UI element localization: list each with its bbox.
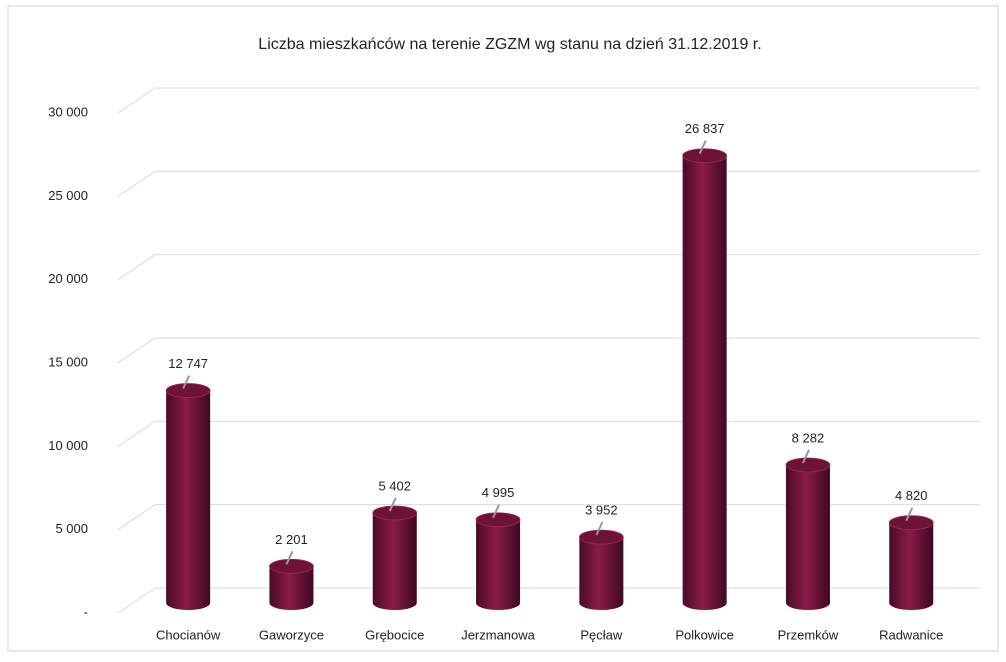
- label-leader: [905, 507, 914, 522]
- x-tick-label: Gaworzyce: [259, 627, 324, 642]
- bar-top: [475, 512, 521, 528]
- bar: [682, 148, 728, 610]
- bar: [578, 529, 624, 610]
- value-label: 12 747: [168, 356, 208, 371]
- label-leader: [698, 140, 707, 155]
- x-tick-label: Grębocice: [365, 627, 424, 642]
- value-label: 5 402: [378, 478, 411, 493]
- bar-body: [785, 464, 830, 610]
- bar-top: [682, 148, 728, 164]
- x-tick-label: Polkowice: [675, 627, 734, 642]
- label-leader: [285, 550, 294, 565]
- bar-body: [682, 155, 727, 610]
- value-label: 4 995: [482, 485, 515, 500]
- bar: [165, 383, 211, 610]
- bar-body: [579, 537, 624, 610]
- value-label: 4 820: [895, 488, 928, 503]
- bar-top: [785, 457, 831, 473]
- bar-top: [578, 529, 624, 545]
- y-tick-label: 10 000: [48, 438, 88, 453]
- x-tick-label: Pęcław: [580, 627, 623, 642]
- y-tick-label: 30 000: [48, 104, 88, 119]
- bar-top: [269, 558, 314, 574]
- bar-body: [889, 522, 934, 610]
- y-tick-label: 20 000: [48, 271, 88, 286]
- bar: [888, 515, 934, 610]
- label-leader: [802, 449, 810, 464]
- chart-title: Liczba mieszkańców na terenie ZGZM wg st…: [258, 36, 761, 53]
- y-tick-label: 15 000: [48, 354, 88, 369]
- bar: [372, 505, 418, 610]
- bar: [785, 457, 831, 610]
- value-label: 2 201: [275, 532, 308, 547]
- value-label: 3 952: [585, 503, 618, 518]
- x-tick-label: Jerzmanowa: [461, 627, 535, 642]
- x-tick-label: Chocianów: [156, 627, 221, 642]
- bar-top: [372, 505, 418, 521]
- bar-body: [372, 512, 417, 610]
- bar-top: [888, 515, 934, 531]
- label-leader: [388, 497, 397, 512]
- y-tick-label: -: [84, 604, 88, 619]
- bar: [475, 512, 521, 610]
- bar-body: [166, 390, 211, 610]
- bar-body: [476, 519, 521, 610]
- value-label: 8 282: [792, 430, 825, 445]
- label-leader: [492, 504, 500, 519]
- bar-body: [269, 566, 314, 610]
- x-tick-label: Przemków: [778, 627, 839, 642]
- bar: [269, 558, 314, 610]
- value-label: 26 837: [685, 121, 725, 136]
- y-tick-label: 5 000: [55, 521, 88, 536]
- grid-line: [117, 87, 980, 114]
- label-leader: [595, 521, 604, 536]
- bar-top: [165, 383, 211, 398]
- y-tick-label: 25 000: [48, 188, 88, 203]
- x-tick-label: Radwanice: [879, 627, 943, 642]
- label-leader: [182, 375, 191, 389]
